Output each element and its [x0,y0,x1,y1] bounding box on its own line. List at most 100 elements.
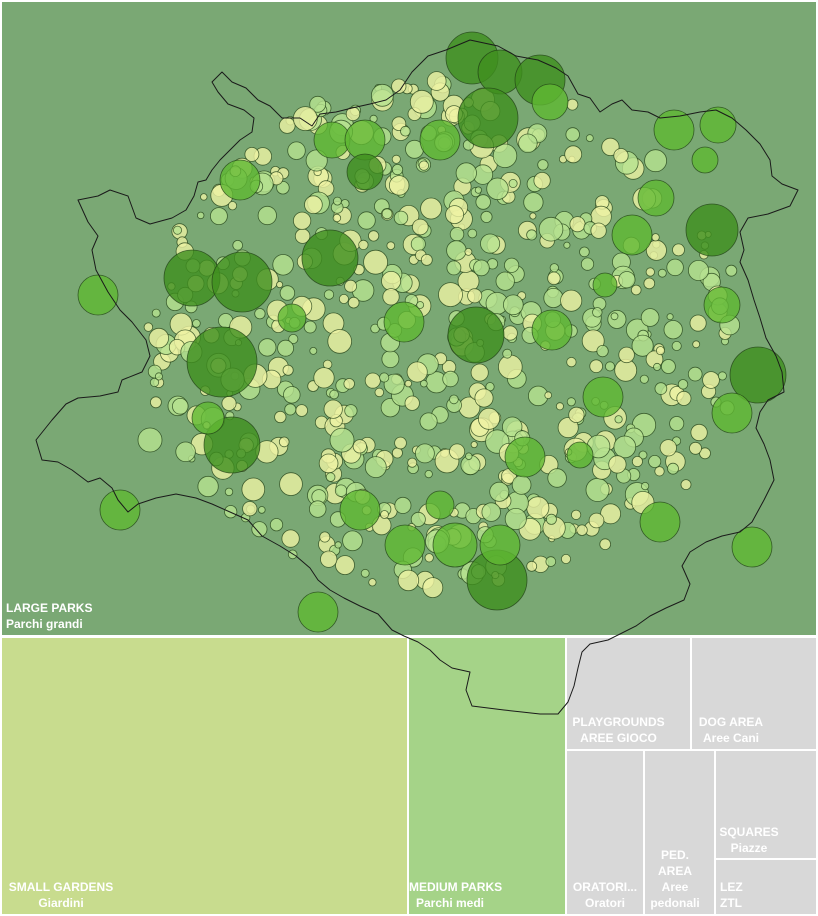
small-park-circle [143,322,154,332]
small-park-circle [278,436,290,448]
small-park-circle [508,178,518,188]
small-park-circle [244,146,260,162]
large-park-circle [711,392,753,434]
small-park-circle [200,193,208,201]
small-park-circle [279,472,303,496]
small-park-circle [667,462,679,475]
ped-area-label: PED. AREA Aree pedonali [645,847,705,911]
small-park-circle [438,282,463,308]
small-park-circle [149,396,162,409]
large-park-circle [297,591,339,633]
small-park-circle [418,160,429,171]
small-gardens-subtitle: Giardini [38,896,84,910]
oratori-tile[interactable] [567,751,643,914]
large-park-circle [703,286,741,324]
small-park-circle [474,186,482,194]
small-park-circle [486,177,509,201]
small-park-circle [379,372,390,383]
small-park-circle [596,344,609,358]
small-park-circle [699,447,711,460]
small-park-circle [232,240,244,251]
small-park-circle [545,513,557,525]
small-park-circle [608,455,627,474]
dog-area-subtitle: Aree Cani [702,731,760,745]
small-park-circle [579,246,590,258]
small-gardens-tile[interactable] [2,638,407,914]
small-park-circle [414,443,435,464]
small-park-circle [566,356,577,368]
small-park-circle [342,530,363,552]
small-park-circle [344,279,358,293]
small-park-circle [292,211,312,230]
small-park-circle [419,412,438,431]
large-park-circle [301,229,359,287]
large-park-circle [729,346,787,404]
small-park-circle [197,475,219,498]
small-park-circle [410,511,426,527]
small-park-circle [374,387,385,398]
small-park-circle [566,397,576,407]
small-park-circle [276,180,290,195]
small-park-circle [613,148,629,164]
small-park-circle [394,496,412,514]
small-park-circle [511,475,532,495]
large-park-circle [479,524,521,566]
small-park-circle [581,329,605,353]
small-park-circle [563,241,571,249]
small-park-circle [411,218,429,236]
small-park-circle [320,550,338,568]
small-park-circle [282,364,294,376]
large-park-circle [432,522,478,568]
playgrounds-tile[interactable] [567,638,690,749]
small-park-circle [172,397,189,415]
small-park-circle [192,319,201,328]
small-park-circle [545,556,557,567]
small-park-circle [502,325,518,341]
small-park-circle [335,555,355,575]
small-park-circle [368,578,377,587]
small-park-circle [503,257,520,273]
small-park-circle [172,225,182,235]
large-park-circle [611,214,653,256]
small-park-circle [672,243,685,257]
small-park-circle [224,505,238,519]
small-park-circle [692,340,701,349]
small-park-circle [630,284,642,296]
large-park-circle [731,526,773,568]
small-park-circle [537,159,549,171]
large-park-circle [137,427,163,453]
small-park-circle [526,229,538,241]
small-park-circle [338,293,349,304]
small-park-circle [343,378,355,390]
squares-tile[interactable] [716,751,816,858]
small-park-circle [154,372,163,381]
small-park-circle [644,149,667,173]
ped-area-tile[interactable] [645,751,714,914]
large-park-circle [477,49,523,95]
small-park-circle [607,309,627,329]
small-park-circle [676,390,692,406]
small-park-circle [640,481,650,491]
small-park-circle [547,271,561,286]
small-park-circle [442,370,459,388]
small-park-circle [477,407,500,430]
large-park-circle [699,106,737,144]
medium-parks-tile[interactable] [409,638,565,914]
large-park-circle [277,303,307,333]
small-park-circle [347,296,360,309]
lez-tile[interactable] [716,860,816,914]
medium-parks-title: MEDIUM PARKS [409,880,503,894]
playgrounds-title: PLAYGROUNDS [572,715,665,729]
small-park-circle [381,350,400,369]
dog-area-tile[interactable] [692,638,816,749]
large-park-circle [191,401,225,435]
medium-parks-label: MEDIUM PARKS Parchi medi [409,879,503,911]
small-park-circle [332,213,342,223]
small-park-circle [455,162,477,184]
small-park-circle [648,454,662,468]
small-park-circle [304,195,323,215]
small-park-circle [364,372,381,389]
small-park-circle [313,367,335,389]
small-park-circle [424,553,434,563]
small-park-circle [329,427,355,453]
